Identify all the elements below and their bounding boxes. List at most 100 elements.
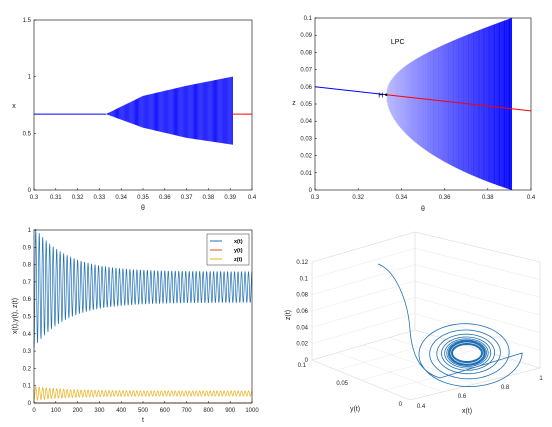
tr-marks [314,18,532,190]
tl-y-tick-label: 1 [28,75,32,81]
bl-y-ticks: 0 0.1 0.2 0.3 0.4 0.5 0.6 0.7 0.8 0.9 1 [23,228,36,407]
tl-x-tick-label: 0.38 [203,195,215,201]
tl-x-tick-label: 0.4 [248,195,257,201]
bl-x-tick-label: 500 [138,408,149,414]
bl-y-tick-label: 0.6 [23,297,32,303]
br-grid-line [311,313,416,344]
bl-y-axis-label: x(t),y(t), z(t) [12,298,19,334]
tl-x-ticks: 0.3 0.31 0.32 0.33 0.34 0.35 0.36 0.37 0.38 0.39 0… [30,188,257,201]
br-trajectory [377,263,523,387]
tr-annotation-h: H [378,92,383,99]
br-y-tick-label: 0.05 [336,381,348,387]
tl-x-axis-label: θ [141,205,145,212]
tl-x-tick-label: 0.37 [181,195,193,201]
bl-y-tick-label: 0.4 [23,332,32,338]
tl-y-tick-label: 0.5 [23,131,32,137]
tr-y-tick-label: 0.02 [300,154,312,160]
chart-top-left: 0.3 0.31 0.32 0.33 0.34 0.35 0.36 0.37 0.38 0.39 0… [12,18,257,212]
bl-x-tick-label: 1000 [245,408,259,414]
br-3d-box [311,231,541,401]
br-x-ticks: 0.4 0.6 0.8 1 [417,376,544,410]
bl-y-tick-label: 0.1 [23,384,32,390]
bl-x-axis-label: t [142,417,144,424]
tl-x-tick-label: 0.34 [115,195,127,201]
tl-y-axis-label: x [12,103,16,110]
br-z-tick-label: 0.02 [296,342,308,348]
bl-x-ticks: 0 100 200 300 400 500 600 700 800 900 1000 [32,401,259,414]
bl-y-tick-label: 0 [28,401,32,407]
tr-y-tick-label: 0.04 [300,119,312,125]
tl-x-tick-label: 0.3 [30,195,39,201]
br-grid-line [414,248,541,280]
br-grid [311,231,541,393]
br-grid-line [414,264,541,298]
bl-x-tick-label: 800 [203,408,214,414]
br-z-tick-label: 0.06 [296,309,308,315]
tl-x-tick-label: 0.32 [72,195,84,201]
bl-x-tick-label: 300 [94,408,105,414]
br-grid-line [311,297,416,328]
bl-y-tick-label: 0.8 [23,263,32,269]
bl-y-tick-label: 0.9 [23,245,32,251]
tr-y-tick-label: 0.06 [300,85,312,91]
br-grid-line [414,297,541,333]
bl-y-tick-label: 0.7 [23,280,32,286]
bl-y-tick-label: 0.3 [23,349,32,355]
tr-x-tick-label: 0.38 [482,195,494,201]
tl-x-tick-label: 0.35 [137,195,149,201]
bl-legend: x(t) y(t) z(t) [206,233,250,266]
tr-y-tick-label: 0.07 [300,68,312,74]
tr-x-tick-label: 0.3 [311,195,320,201]
tl-x-tick-label: 0.31 [50,195,62,201]
br-x-axis-label: x(t) [462,408,472,415]
br-z-tick-label: 0.1 [300,276,309,282]
tr-stable-equilibrium [314,86,387,96]
br-z-tick-label: 0.12 [296,260,308,266]
tr-y-tick-label: 0.1 [304,16,313,22]
tr-y-ticks: 0 0.01 0.02 0.03 0.04 0.05 0.06 0.07 0.08 0.09 0.1 [300,16,317,194]
tr-y-axis-label: z [292,100,296,107]
tr-hopf-point [385,93,388,96]
bl-y-tick-label: 0.5 [23,315,32,321]
br-z-axis-label: z(t) [285,310,292,320]
tr-x-axis-label: θ [421,206,425,213]
bl-series-xt [33,228,253,348]
bl-y-tick-label: 1 [28,228,32,234]
br-y-tick-label: 0 [399,402,403,408]
bl-x-tick-label: 900 [225,408,236,414]
br-grid-line [311,231,416,263]
tl-y-ticks: 0 0.5 1 1.5 [23,18,36,194]
bl-legend-label-x: x(t) [234,239,243,245]
br-y-axis-label: y(t) [350,406,360,413]
br-x-tick-label: 1 [539,376,543,382]
br-x-tick-label: 0.6 [458,394,467,400]
br-z-tick-label: 0.04 [296,325,308,331]
bl-legend-label-y: y(t) [234,248,243,254]
tl-x-tick-label: 0.39 [224,195,236,201]
tr-x-tick-label: 0.34 [396,195,408,201]
tr-annotation-lpc: LPC [391,39,405,46]
br-grid-line [414,280,541,316]
br-grid-line [311,264,416,295]
br-attractor-core [451,343,483,363]
bl-x-tick-label: 200 [73,408,84,414]
br-z-tick-label: 0.08 [296,293,308,299]
tl-marks [34,76,252,145]
bl-x-tick-label: 700 [182,408,193,414]
chart-top-right: 0.3 0.32 0.34 0.36 0.38 0.4 0 0.01 0.02 0.03 0.04… [292,16,536,213]
bl-x-tick-label: 600 [160,408,171,414]
br-grid-line [414,313,541,351]
tl-y-tick-label: 0 [28,188,32,194]
bl-x-tick-label: 100 [51,408,62,414]
tr-y-tick-label: 0.08 [300,50,312,56]
br-x-tick-label: 0.4 [417,404,426,410]
tr-y-tick-label: 0.03 [300,136,312,142]
br-y-tick-label: 0.1 [298,363,307,369]
chart-bottom-left: 0 100 200 300 400 500 600 700 800 900 1000 0 0.1 0.2… [12,228,259,424]
bl-series-zt [33,385,253,401]
br-marks [377,263,523,387]
br-z-tick-label: 0 [305,358,309,364]
br-grid-line [414,231,541,263]
bl-y-tick-label: 0.2 [23,366,32,372]
